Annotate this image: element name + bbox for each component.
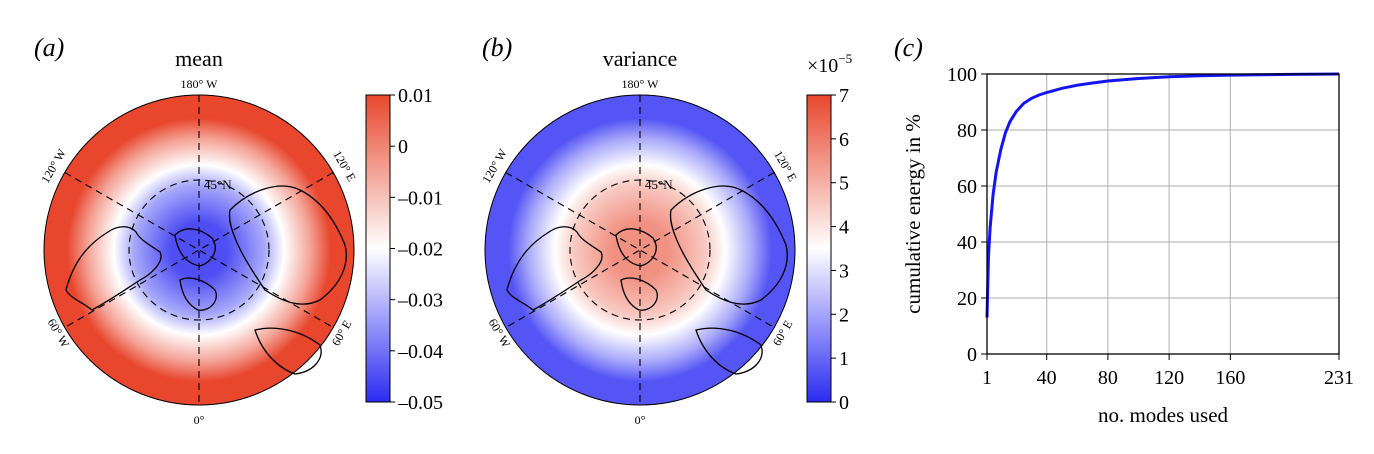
plot-c-frame <box>986 73 1340 355</box>
colorbar-tick-label: –0.05 <box>397 392 443 414</box>
panel-b-title: variance <box>603 46 678 71</box>
map-b-label-bottom: 0° <box>635 413 646 427</box>
map-a-coastline-arctic <box>174 228 216 267</box>
colorbar-tick-label: 0 <box>839 392 849 414</box>
colorbar-tick-label: –0.03 <box>397 290 443 312</box>
colorbar-b-exponent-power: −5 <box>838 51 852 66</box>
colorbar-tick-label: 0.01 <box>398 85 433 107</box>
colorbar-a-ticks: 0.01 0 –0.01 –0.02 –0.03 –0.04 –0.05 <box>390 85 443 414</box>
map-b-coastline-greenland <box>620 277 658 311</box>
colorbar-b-ticks: 7 6 5 4 3 2 1 0 <box>831 85 849 414</box>
panel-a-title: mean <box>175 46 223 71</box>
panel-c: (c) cumulative energy in % no. modes use… <box>894 33 1354 427</box>
x-tick-label: 231 <box>1324 367 1354 389</box>
plot-c-grid <box>987 74 1339 354</box>
map-b-coastline-eurasia <box>669 185 788 305</box>
x-tick-label: 1 <box>982 367 992 389</box>
panel-c-xlabel: no. modes used <box>1098 403 1229 427</box>
map-a-label-bottom: 0° <box>194 413 205 427</box>
colorbar-a-bar <box>365 94 391 403</box>
y-tick-label: 0 <box>967 344 977 366</box>
y-tick-label: 100 <box>947 64 977 86</box>
map-b: 180° W 0° 120° W 120° E 60° W 60° E 45°N <box>479 77 800 427</box>
colorbar-b-exponent: ×10−5 <box>807 51 852 77</box>
map-a-graticule <box>64 95 334 405</box>
colorbar-a: 0.01 0 –0.01 –0.02 –0.03 –0.04 –0.05 <box>365 85 443 414</box>
map-a-coastline-americas <box>65 226 162 311</box>
colorbar-tick-label: 3 <box>839 260 849 282</box>
plot-c-ticks: 1 40 80 120 160 231 0 20 40 60 80 100 <box>947 64 1354 389</box>
x-tick-label: 160 <box>1215 367 1245 389</box>
panel-c-label: (c) <box>894 33 923 62</box>
map-b-meridian-120e-60w <box>505 172 775 328</box>
colorbar-b: ×10−5 7 6 5 4 3 2 1 0 <box>806 51 852 414</box>
series-line-cumulative-energy <box>985 72 1340 318</box>
x-tick-label: 120 <box>1154 367 1184 389</box>
map-a-meridian-120e-60w <box>64 172 334 328</box>
map-a-coastline-eurasia <box>228 185 347 305</box>
y-tick-label: 80 <box>957 120 977 142</box>
y-tick-label: 20 <box>957 288 977 310</box>
map-a: 180° W 0° 120° W 120° E 60° W 60° E 45°N <box>38 77 359 427</box>
map-a-field <box>43 94 355 406</box>
map-a-coastline-africa <box>254 327 322 375</box>
colorbar-tick-label: 7 <box>839 85 849 107</box>
colorbar-tick-label: 4 <box>839 217 849 239</box>
x-tick-label: 80 <box>1098 367 1118 389</box>
map-a-label-latitude: 45°N <box>204 177 232 192</box>
map-a-meridian-120w-60e <box>64 172 334 328</box>
map-b-land <box>506 185 788 375</box>
colorbar-tick-label: 6 <box>839 129 849 151</box>
map-a-label-top: 180° W <box>181 77 219 91</box>
panel-a: (a) mean 180° W 0° 120° W 120° E 60° W <box>34 33 443 427</box>
map-b-field <box>484 94 796 406</box>
map-b-graticule <box>505 95 775 405</box>
colorbar-tick-label: –0.01 <box>397 187 443 209</box>
map-b-coastline-africa <box>695 327 763 375</box>
x-tick-label: 40 <box>1037 367 1057 389</box>
map-a-coastline-greenland <box>179 277 217 311</box>
colorbar-b-bar <box>806 94 832 403</box>
panel-a-label: (a) <box>34 33 64 62</box>
map-b-meridian-120w-60e <box>505 172 775 328</box>
colorbar-b-exponent-base: ×10 <box>807 55 838 77</box>
map-b-label-latitude: 45°N <box>645 177 673 192</box>
map-b-label-top: 180° W <box>622 77 660 91</box>
colorbar-tick-label: 2 <box>839 304 849 326</box>
map-b-coastline-americas <box>506 226 603 311</box>
map-a-land <box>65 185 347 375</box>
y-tick-label: 40 <box>957 232 977 254</box>
panel-c-ylabel: cumulative energy in % <box>901 114 925 314</box>
colorbar-tick-label: 5 <box>839 173 849 195</box>
map-b-coastline-arctic <box>615 228 657 267</box>
panel-b-label: (b) <box>482 33 512 62</box>
colorbar-tick-label: 0 <box>398 136 408 158</box>
y-tick-label: 60 <box>957 176 977 198</box>
panel-b: (b) variance 180° W 0° 120° W 120° E 60°… <box>479 33 852 427</box>
colorbar-tick-label: –0.04 <box>397 341 443 363</box>
colorbar-tick-label: 1 <box>839 348 849 370</box>
colorbar-tick-label: –0.02 <box>397 239 443 261</box>
